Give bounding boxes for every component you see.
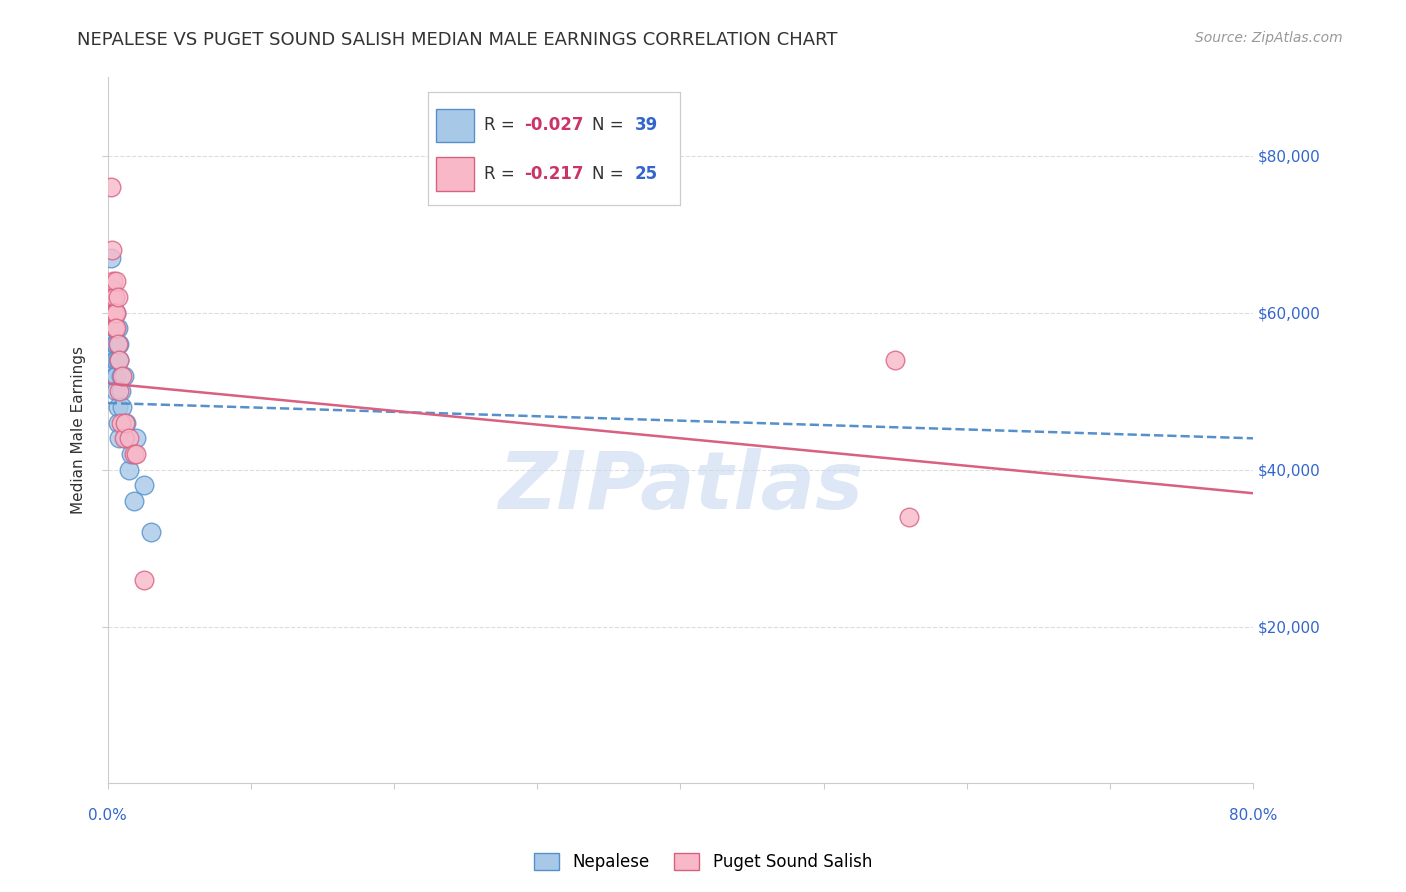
Point	[110, 384, 132, 399]
Point	[105, 337, 128, 351]
Point	[112, 431, 135, 445]
Text: 0.0%: 0.0%	[89, 808, 127, 823]
Point	[104, 290, 127, 304]
Point	[104, 321, 127, 335]
Point	[107, 416, 129, 430]
Point	[104, 321, 127, 335]
Point	[110, 368, 132, 383]
Point	[101, 282, 124, 296]
Point	[884, 352, 907, 367]
Point	[104, 290, 127, 304]
Point	[110, 416, 132, 430]
Point	[105, 321, 128, 335]
Point	[101, 290, 124, 304]
Point	[118, 431, 141, 445]
Point	[108, 431, 131, 445]
Point	[105, 306, 128, 320]
Point	[101, 298, 124, 312]
Point	[115, 416, 138, 430]
Point	[104, 352, 127, 367]
Point	[108, 352, 131, 367]
Point	[111, 368, 134, 383]
Point	[105, 306, 128, 320]
Point	[125, 447, 148, 461]
Point	[103, 345, 125, 359]
Point	[111, 400, 134, 414]
Legend: R = -0.027   N = 39, R =  -0.217   N = 25: R = -0.027 N = 39, R = -0.217 N = 25	[422, 94, 676, 168]
Point	[103, 274, 125, 288]
Point	[103, 306, 125, 320]
Legend: Nepalese, Puget Sound Salish: Nepalese, Puget Sound Salish	[526, 845, 880, 880]
Point	[101, 243, 124, 257]
Point	[107, 352, 129, 367]
Point	[125, 431, 148, 445]
Point	[107, 337, 129, 351]
Point	[107, 400, 129, 414]
Point	[105, 274, 128, 288]
Point	[103, 329, 125, 343]
Point	[100, 180, 122, 194]
Point	[104, 337, 127, 351]
Point	[114, 416, 136, 430]
Point	[104, 306, 127, 320]
Text: Source: ZipAtlas.com: Source: ZipAtlas.com	[1195, 31, 1343, 45]
Point	[114, 431, 136, 445]
Point	[108, 352, 131, 367]
Point	[105, 384, 128, 399]
Point	[120, 447, 142, 461]
Point	[132, 478, 155, 492]
Point	[100, 251, 122, 265]
Point	[122, 494, 145, 508]
Point	[118, 463, 141, 477]
Point	[107, 321, 129, 335]
Point	[105, 352, 128, 367]
Text: ZIPatlas: ZIPatlas	[498, 448, 863, 526]
Point	[104, 306, 127, 320]
Point	[139, 525, 162, 540]
Point	[103, 313, 125, 327]
Text: 80.0%: 80.0%	[1229, 808, 1277, 823]
Point	[898, 509, 921, 524]
Point	[105, 321, 128, 335]
Point	[105, 368, 128, 383]
Point	[107, 290, 129, 304]
Point	[103, 360, 125, 375]
Point	[108, 337, 131, 351]
Point	[107, 337, 129, 351]
Point	[122, 447, 145, 461]
Point	[104, 368, 127, 383]
Point	[132, 573, 155, 587]
Y-axis label: Median Male Earnings: Median Male Earnings	[72, 346, 86, 515]
Point	[108, 384, 131, 399]
Point	[112, 368, 135, 383]
Text: NEPALESE VS PUGET SOUND SALISH MEDIAN MALE EARNINGS CORRELATION CHART: NEPALESE VS PUGET SOUND SALISH MEDIAN MA…	[77, 31, 838, 49]
